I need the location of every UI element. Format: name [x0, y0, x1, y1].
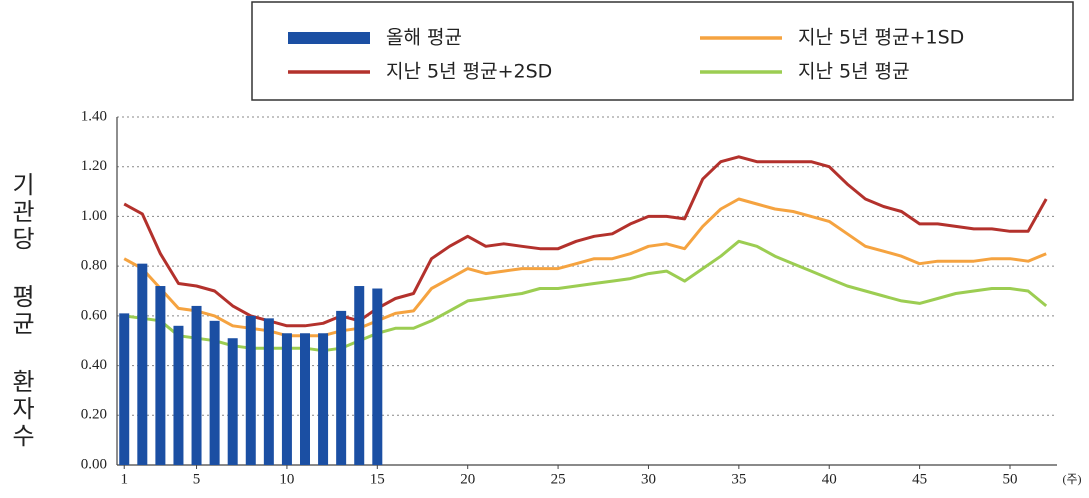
- x-tick-label: 50: [1003, 471, 1018, 487]
- y-tick-label: 0.40: [81, 357, 107, 373]
- bar: [137, 263, 148, 465]
- x-tick-label: 15: [370, 471, 385, 487]
- legend-label: 지난 5년 평균: [798, 61, 910, 83]
- bar: [354, 286, 365, 465]
- bar: [318, 333, 329, 465]
- line: [123, 197, 1047, 338]
- y-tick-label: 0.60: [81, 307, 107, 323]
- legend-label: 지난 5년 평균+1SD: [798, 27, 964, 49]
- legend-label: 올해 평균: [386, 27, 462, 49]
- y-tick-label: 0.00: [81, 456, 107, 472]
- line: [123, 155, 1048, 328]
- bar: [191, 305, 202, 465]
- bar: [173, 325, 184, 465]
- bar: [209, 320, 220, 465]
- x-tick-label: 30: [641, 471, 656, 487]
- y-tick-label: 1.00: [81, 208, 107, 224]
- x-tick-label: 5: [193, 471, 201, 487]
- x-tick-label: 40: [822, 471, 837, 487]
- x-tick-label: 10: [279, 471, 294, 487]
- y-tick-label: 0.20: [81, 407, 107, 423]
- bar: [227, 338, 238, 465]
- x-tick-label: 1: [120, 471, 128, 487]
- x-tick-label: 20: [460, 471, 475, 487]
- bar: [245, 315, 256, 465]
- bar: [263, 318, 274, 465]
- bar: [119, 313, 130, 465]
- legend-label: 지난 5년 평균+2SD: [386, 61, 552, 83]
- x-tick-label: 25: [551, 471, 566, 487]
- bar: [372, 288, 383, 465]
- bar: [155, 286, 166, 465]
- legend-swatch: [288, 32, 370, 44]
- bar: [336, 310, 347, 465]
- x-axis-label: (주): [1062, 472, 1081, 486]
- x-tick-label: 45: [912, 471, 927, 487]
- legend-box: [251, 1, 1074, 101]
- y-tick-label: 1.40: [81, 108, 107, 124]
- line: [124, 239, 1048, 353]
- bar: [281, 333, 292, 465]
- bar: [300, 333, 310, 465]
- y-tick-label: 1.20: [81, 158, 107, 174]
- y-tick-label: 0.80: [81, 258, 107, 274]
- x-tick-label: 35: [731, 471, 746, 487]
- y-axis-label: 기관당 평균 환자수: [7, 172, 35, 450]
